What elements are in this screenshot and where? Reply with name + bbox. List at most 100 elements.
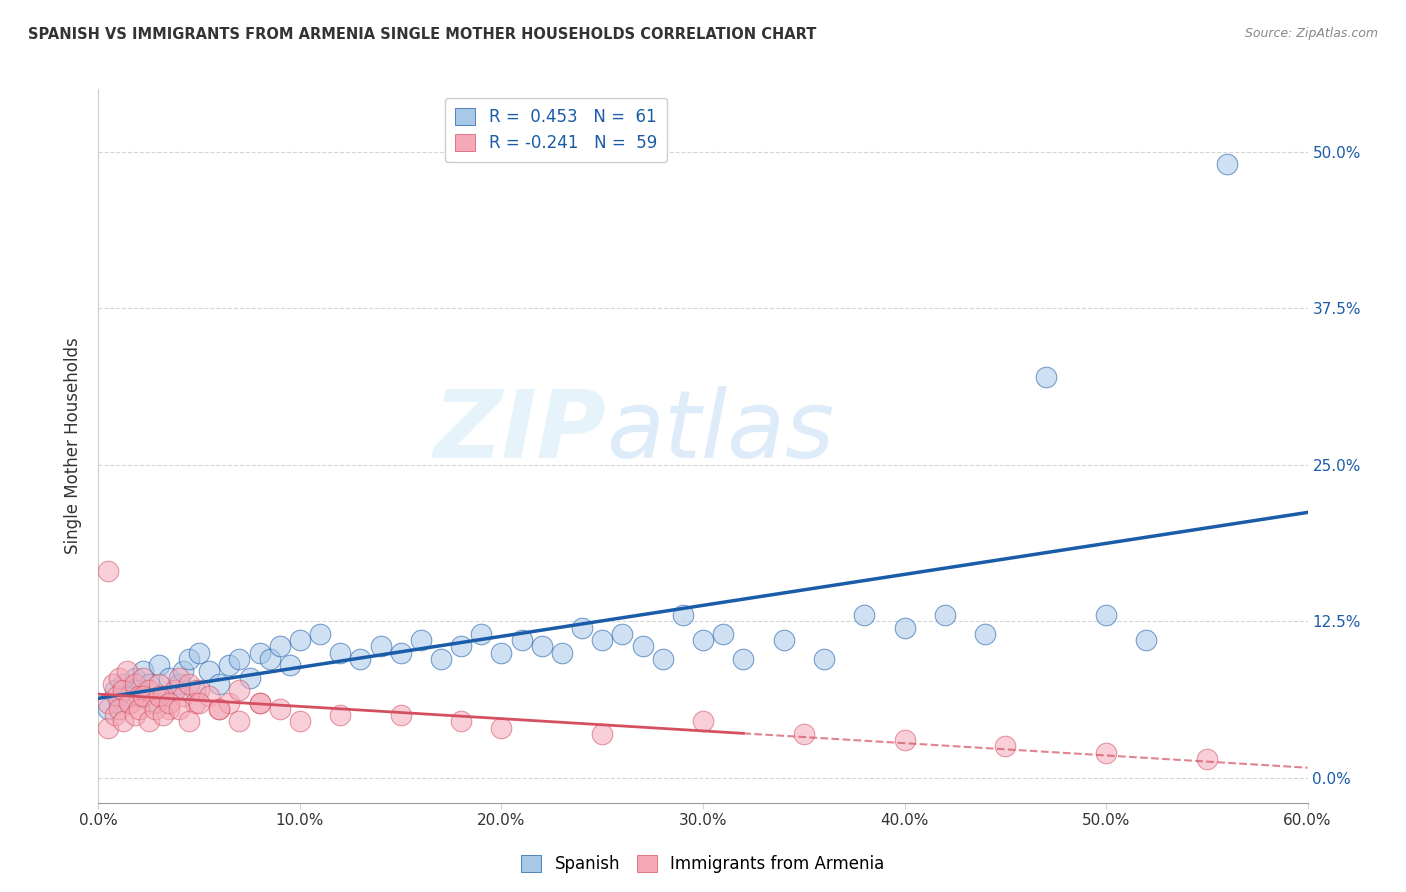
Point bbox=[179, 652, 201, 666]
Point bbox=[128, 683, 150, 698]
Point bbox=[470, 627, 492, 641]
Point bbox=[430, 652, 453, 666]
Point bbox=[228, 683, 250, 698]
Text: SPANISH VS IMMIGRANTS FROM ARMENIA SINGLE MOTHER HOUSEHOLDS CORRELATION CHART: SPANISH VS IMMIGRANTS FROM ARMENIA SINGL… bbox=[28, 27, 817, 42]
Point bbox=[157, 696, 180, 710]
Point bbox=[853, 607, 876, 622]
Point bbox=[218, 696, 240, 710]
Point bbox=[389, 708, 412, 723]
Point bbox=[772, 633, 794, 648]
Point bbox=[793, 727, 815, 741]
Point bbox=[132, 690, 155, 704]
Point bbox=[97, 564, 120, 578]
Point bbox=[143, 702, 166, 716]
Point bbox=[118, 690, 141, 704]
Text: atlas: atlas bbox=[606, 386, 835, 477]
Point bbox=[152, 708, 174, 723]
Point bbox=[172, 665, 194, 679]
Point bbox=[309, 627, 332, 641]
Point bbox=[994, 739, 1017, 754]
Point bbox=[103, 683, 125, 698]
Point bbox=[249, 646, 271, 660]
Point bbox=[530, 640, 553, 654]
Point bbox=[107, 671, 129, 685]
Point bbox=[138, 677, 160, 691]
Point bbox=[591, 727, 613, 741]
Legend: Spanish, Immigrants from Armenia: Spanish, Immigrants from Armenia bbox=[515, 848, 891, 880]
Text: ZIP: ZIP bbox=[433, 385, 606, 478]
Y-axis label: Single Mother Households: Single Mother Households bbox=[65, 338, 83, 554]
Point bbox=[813, 652, 835, 666]
Point bbox=[167, 702, 190, 716]
Point bbox=[733, 652, 755, 666]
Point bbox=[450, 640, 472, 654]
Point bbox=[208, 702, 231, 716]
Point bbox=[124, 708, 146, 723]
Point bbox=[208, 677, 231, 691]
Point bbox=[132, 665, 155, 679]
Point bbox=[228, 714, 250, 729]
Point bbox=[329, 646, 352, 660]
Point bbox=[711, 627, 734, 641]
Point bbox=[128, 690, 150, 704]
Point bbox=[184, 683, 207, 698]
Point bbox=[651, 652, 673, 666]
Point bbox=[1035, 370, 1057, 384]
Point bbox=[111, 677, 134, 691]
Point bbox=[198, 690, 221, 704]
Point bbox=[111, 714, 134, 729]
Point bbox=[571, 621, 593, 635]
Point bbox=[132, 671, 155, 685]
Point bbox=[107, 696, 129, 710]
Point bbox=[278, 658, 301, 673]
Point bbox=[612, 627, 634, 641]
Point bbox=[148, 690, 170, 704]
Point bbox=[188, 683, 211, 698]
Point bbox=[269, 702, 291, 716]
Point bbox=[163, 683, 186, 698]
Point bbox=[124, 677, 146, 691]
Point bbox=[188, 646, 211, 660]
Point bbox=[157, 671, 180, 685]
Point bbox=[138, 714, 160, 729]
Point bbox=[184, 696, 207, 710]
Point bbox=[1095, 607, 1118, 622]
Point bbox=[239, 671, 262, 685]
Point bbox=[148, 658, 170, 673]
Point bbox=[152, 690, 174, 704]
Point bbox=[157, 702, 180, 716]
Point bbox=[107, 702, 129, 716]
Point bbox=[974, 627, 997, 641]
Point bbox=[288, 633, 311, 648]
Point bbox=[349, 652, 371, 666]
Point bbox=[228, 652, 250, 666]
Point bbox=[409, 633, 432, 648]
Point bbox=[103, 708, 125, 723]
Point bbox=[491, 646, 513, 660]
Point bbox=[148, 677, 170, 691]
Point bbox=[259, 652, 281, 666]
Point bbox=[97, 696, 120, 710]
Text: Source: ZipAtlas.com: Source: ZipAtlas.com bbox=[1244, 27, 1378, 40]
Point bbox=[389, 646, 412, 660]
Point bbox=[893, 733, 915, 747]
Point bbox=[124, 671, 146, 685]
Point bbox=[97, 721, 120, 735]
Point bbox=[288, 714, 311, 729]
Point bbox=[249, 696, 271, 710]
Point bbox=[179, 714, 201, 729]
Point bbox=[631, 640, 654, 654]
Point bbox=[893, 621, 915, 635]
Point bbox=[1195, 752, 1218, 766]
Point bbox=[115, 665, 138, 679]
Point bbox=[118, 696, 141, 710]
Point bbox=[143, 696, 166, 710]
Point bbox=[163, 683, 186, 698]
Point bbox=[198, 665, 221, 679]
Point bbox=[218, 658, 240, 673]
Point bbox=[249, 696, 271, 710]
Point bbox=[105, 690, 128, 704]
Point bbox=[1216, 157, 1239, 171]
Point bbox=[101, 677, 124, 691]
Point bbox=[510, 633, 533, 648]
